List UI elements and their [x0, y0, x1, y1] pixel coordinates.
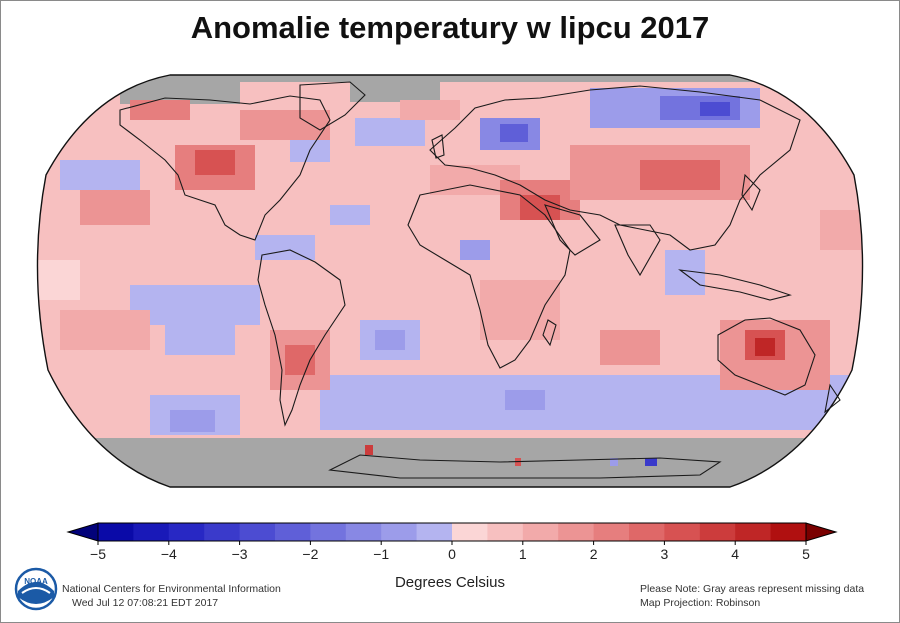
missing-data-antarctica — [37, 438, 863, 487]
colorbar-cell — [133, 523, 170, 541]
colorbar-cell — [629, 523, 665, 541]
warm-anomaly-patches — [37, 100, 863, 390]
timestamp: Wed Jul 12 07:08:21 EDT 2017 — [72, 597, 219, 609]
colorbar-cell — [522, 523, 559, 541]
australia-outline — [717, 317, 816, 396]
japan-outline — [741, 173, 761, 212]
colorbar-cell — [664, 523, 701, 541]
antarctica-outline — [328, 454, 722, 479]
missing-data-arctic-americas — [120, 82, 240, 104]
colorbar-tick-label: −2 — [302, 546, 318, 562]
projection-note: Map Projection: Robinson — [640, 597, 761, 609]
uk-outline — [431, 134, 445, 159]
new-zealand-outline — [824, 383, 841, 414]
missing-data-note: Please Note: Gray areas represent missin… — [640, 583, 865, 595]
colorbar-unit-label: Degrees Celsius — [394, 574, 506, 591]
missing-data-arctic-top — [37, 75, 863, 82]
eurasia-outline — [429, 85, 801, 251]
org-name: National Centers for Environmental Infor… — [62, 583, 281, 595]
antarctic-warm-cell — [365, 445, 373, 455]
colorbar-max-arrow — [805, 522, 838, 542]
noaa-logo: NOAA — [14, 567, 58, 611]
colorbar-cell — [558, 523, 595, 541]
colorbar-cell — [98, 523, 134, 541]
colorbar-cell — [416, 523, 453, 541]
colorbar-cell — [275, 523, 311, 541]
india-outline — [614, 224, 661, 277]
north-america-outline — [119, 95, 331, 241]
colorbar-tick-label: −3 — [232, 546, 248, 562]
colorbar-tick-label: 2 — [590, 546, 598, 562]
colorbar-tick-label: −4 — [161, 546, 177, 562]
colorbar-tick-label: −1 — [373, 546, 389, 562]
colorbar-cell — [345, 523, 382, 541]
cool-anomaly-patches — [60, 88, 863, 435]
map-border — [36, 74, 864, 488]
colorbar-cell — [204, 523, 241, 541]
map-title: Anomalie temperatury w lipcu 2017 — [190, 10, 710, 45]
antarctic-cool-cell — [645, 458, 657, 466]
arabia-outline — [544, 204, 601, 256]
colorbar-cell — [699, 523, 736, 541]
colorbar-cell — [487, 523, 524, 541]
colorbar-cell — [452, 523, 488, 541]
colorbar-cell — [593, 523, 630, 541]
antarctic-cool-cell — [610, 458, 618, 466]
colorbar-tick-label: −5 — [90, 546, 106, 562]
map-raster — [37, 75, 863, 487]
missing-data-arctic-atlantic — [350, 82, 440, 102]
coastlines — [119, 81, 841, 479]
south-america-outline — [257, 249, 346, 427]
colorbar-tick-label: 0 — [448, 546, 456, 562]
colorbar-min-arrow — [66, 522, 99, 542]
colorbar-cell — [310, 523, 347, 541]
madagascar-outline — [542, 319, 557, 347]
colorbar-tick-label: 3 — [661, 546, 669, 562]
colorbar-cell — [239, 523, 276, 541]
colorbar-cell — [168, 523, 205, 541]
colorbar-cell — [735, 523, 772, 541]
colorbar-cells — [66, 522, 838, 542]
colorbar-tick-label: 1 — [519, 546, 527, 562]
southeast-asia-outline — [678, 269, 792, 301]
colorbar-tick-label: 4 — [731, 546, 739, 562]
colorbar-tick-label: 5 — [802, 546, 810, 562]
noaa-logo-text: NOAA — [24, 577, 48, 586]
colorbar-cell — [770, 523, 807, 541]
africa-outline — [407, 184, 571, 369]
colorbar-ticks: −5 −4 −3 −2 −1 0 1 2 3 4 5 — [90, 541, 810, 562]
colorbar-cell — [381, 523, 418, 541]
greenland-outline — [299, 81, 366, 131]
